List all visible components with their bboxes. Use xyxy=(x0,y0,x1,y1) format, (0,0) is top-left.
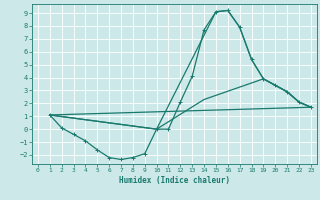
X-axis label: Humidex (Indice chaleur): Humidex (Indice chaleur) xyxy=(119,176,230,185)
